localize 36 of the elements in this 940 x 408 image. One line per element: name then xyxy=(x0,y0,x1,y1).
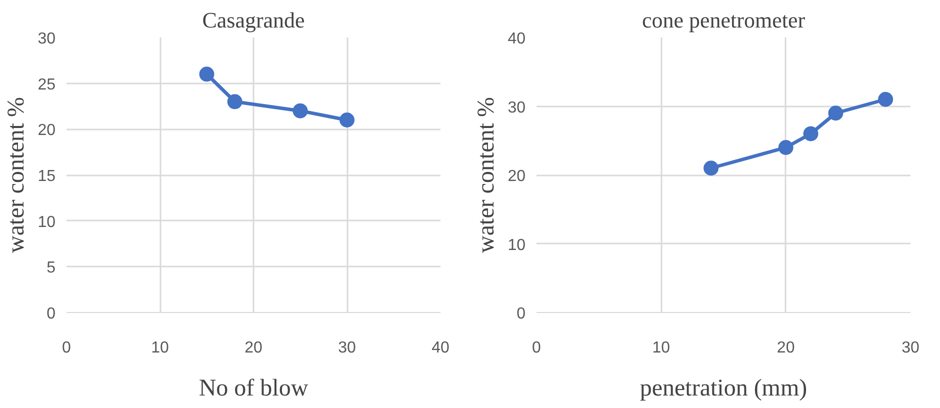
y-tick-label: 30 xyxy=(508,99,526,116)
y-tick-label: 10 xyxy=(38,214,56,231)
x-tick-label: 10 xyxy=(151,340,169,356)
x-tick-label: 0 xyxy=(532,340,542,356)
x-tick-label: 40 xyxy=(432,340,450,356)
x-tick-label: 10 xyxy=(652,340,670,356)
y-tick-label: 30 xyxy=(38,30,56,48)
x-tick-label: 0 xyxy=(62,340,72,356)
point xyxy=(803,126,818,142)
x-tick-label: 20 xyxy=(244,340,262,356)
point xyxy=(199,66,214,82)
y-tick-label: 15 xyxy=(38,168,56,185)
point xyxy=(340,112,354,128)
chart-title: cone penetrometer xyxy=(642,8,806,32)
y-axis-title: water content % xyxy=(4,97,30,253)
y-tick-label: 20 xyxy=(38,122,56,140)
x-tick-label: 20 xyxy=(776,340,795,356)
point xyxy=(227,94,242,110)
y-tick-label: 40 xyxy=(508,30,526,48)
y-tick-label: 20 xyxy=(508,168,526,185)
point xyxy=(292,103,308,118)
point xyxy=(778,140,794,155)
y-tick-label: 0 xyxy=(516,306,526,322)
y-tick-label: 0 xyxy=(46,306,56,322)
x-axis-title: penetration (mm) xyxy=(640,376,808,402)
y-axis-title: water content % xyxy=(474,97,500,253)
point xyxy=(704,160,719,176)
y-tick-label: 10 xyxy=(508,236,526,254)
x-tick-label: 30 xyxy=(902,340,920,356)
y-tick-label: 5 xyxy=(46,260,56,277)
x-tick-label: 30 xyxy=(338,340,356,356)
chart-title: Casagrande xyxy=(202,8,305,32)
point xyxy=(828,106,844,121)
x-axis-title: No of blow xyxy=(198,376,309,402)
y-tick-label: 25 xyxy=(38,76,56,94)
point xyxy=(878,92,894,107)
